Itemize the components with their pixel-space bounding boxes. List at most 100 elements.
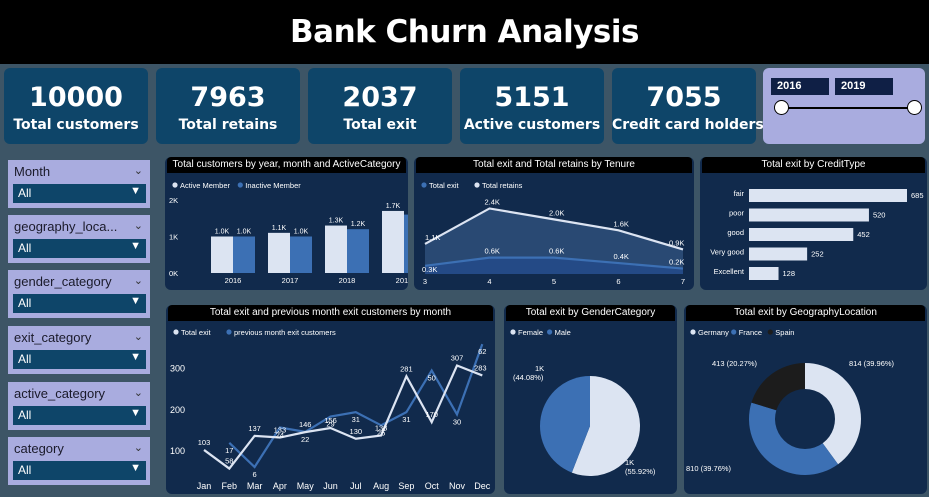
- pie-slice: [571, 376, 640, 476]
- bar-value-label: 1.1K: [272, 225, 287, 232]
- filter-dropdown[interactable]: All ▼: [13, 239, 146, 258]
- bar: [749, 247, 808, 261]
- donut-slice: [805, 363, 861, 465]
- legend-marker: [731, 329, 737, 335]
- filter-value: All: [18, 352, 32, 366]
- legend-marker: [510, 329, 516, 335]
- x-tick-label: 2017: [282, 276, 299, 285]
- legend-marker: [173, 329, 179, 335]
- previous-month-exit-line: [228, 343, 484, 469]
- bar-value-label: 1.0K: [294, 229, 309, 236]
- bar-value-label: 1.3K: [329, 218, 344, 225]
- france-slice-label: 810 (39.76%): [686, 464, 732, 473]
- bar: [404, 214, 408, 273]
- dropdown-arrow-icon[interactable]: ▼: [130, 295, 141, 307]
- year-slider-track[interactable]: [781, 107, 914, 109]
- chevron-down-icon[interactable]: ⌄: [133, 331, 143, 343]
- dropdown-arrow-icon[interactable]: ▼: [130, 407, 141, 419]
- year-slider-end-handle[interactable]: [907, 100, 922, 115]
- kpi-label: Total customers: [13, 117, 139, 133]
- bar: [325, 225, 347, 273]
- germany-slice-label: 814 (39.96%): [849, 359, 895, 368]
- legend-marker: [547, 329, 553, 335]
- year-slider-start-handle[interactable]: [774, 100, 789, 115]
- kpi-total-exit: 2037 Total exit: [308, 68, 452, 144]
- x-tick-label: Aug: [373, 481, 389, 491]
- retains-value-label: 0.9K: [669, 238, 684, 247]
- x-tick-label: Oct: [425, 481, 440, 491]
- total-exit-value-label: 130: [350, 427, 363, 436]
- chart-title: Total customers by year, month and Activ…: [167, 157, 406, 173]
- filter-exit-category: exit_category ⌄ All ▼: [8, 326, 150, 374]
- bar: [290, 236, 312, 273]
- chevron-down-icon[interactable]: ⌄: [133, 275, 143, 287]
- chart-card-credit-type: Total exit by CreditType fair 685 poor 520 g…: [700, 157, 927, 290]
- x-tick-label: Feb: [222, 481, 238, 491]
- kpi-value: 7055: [646, 82, 722, 113]
- filter-dropdown[interactable]: All ▼: [13, 350, 146, 369]
- kpi-value: 5151: [494, 82, 570, 113]
- legend-label: France: [739, 328, 762, 337]
- chart-card-customers-by-year: Total customers by year, month and Activ…: [165, 157, 408, 290]
- filter-dropdown[interactable]: All ▼: [13, 294, 146, 313]
- exit-value-label: 0.6K: [549, 247, 564, 256]
- dropdown-arrow-icon[interactable]: ▼: [130, 185, 141, 197]
- kpi-label: Total exit: [343, 117, 417, 133]
- kpi-label: Total retains: [178, 117, 278, 133]
- y-tick-label: 0K: [169, 269, 178, 278]
- male-slice-pct: (44.08%): [513, 373, 544, 382]
- kpi-label: Active customers: [463, 117, 601, 133]
- kpi-credit-card-holders: 7055 Credit card holders: [612, 68, 764, 144]
- total-exit-value-label: 137: [248, 424, 261, 433]
- legend-label: Male: [555, 328, 571, 337]
- filter-dropdown[interactable]: All ▼: [13, 406, 146, 425]
- pie-slice: [540, 376, 590, 473]
- filter-gender: gender_category ⌄ All ▼: [8, 270, 150, 318]
- male-slice-label: 1K: [535, 364, 544, 373]
- chart-card-tenure: Total exit and Total retains by Tenure T…: [414, 157, 694, 290]
- exit-value-label: 0.3K: [422, 265, 437, 274]
- previous-exit-value-label: 6: [253, 470, 257, 479]
- x-tick-label: Jan: [197, 481, 212, 491]
- bar-value-label: 1.2K: [351, 221, 366, 228]
- year-end-input[interactable]: 2019: [835, 78, 893, 95]
- total-exit-value-label: 156: [324, 416, 337, 425]
- chart-title: Total exit by CreditType: [702, 157, 925, 173]
- chevron-down-icon[interactable]: ⌄: [133, 387, 143, 399]
- chevron-down-icon[interactable]: ⌄: [133, 442, 143, 454]
- chart-card-gender: Total exit by GenderCategory Female Male 1…: [504, 305, 677, 494]
- dropdown-arrow-icon[interactable]: ▼: [130, 240, 141, 252]
- chart-title: Total exit and previous month exit custo…: [168, 305, 493, 321]
- previous-exit-value-label: 30: [453, 417, 461, 426]
- x-tick-label: 5: [552, 277, 556, 286]
- chevron-down-icon[interactable]: ⌄: [133, 220, 143, 232]
- donut-slice: [749, 402, 839, 475]
- filter-dropdown[interactable]: All ▼: [13, 461, 146, 480]
- x-tick-label: Apr: [273, 481, 287, 491]
- y-tick-label: 1K: [169, 233, 178, 242]
- legend-label: Inactive Member: [245, 181, 301, 190]
- bar-value-label: 1.0K: [237, 229, 252, 236]
- legend-marker: [226, 329, 232, 335]
- tenure-area-chart: Total exit Total retains 1.1K 2.4K 2.0K 1.6K 0…: [421, 181, 685, 286]
- filter-value: All: [18, 296, 32, 310]
- dropdown-arrow-icon[interactable]: ▼: [130, 351, 141, 363]
- total-exit-value-label: 103: [198, 438, 211, 447]
- previous-exit-value-label: 22: [301, 435, 309, 444]
- bar-value-label: 520: [873, 211, 886, 220]
- chevron-down-icon[interactable]: ⌄: [133, 165, 143, 177]
- bar-value-label: 128: [783, 269, 796, 278]
- x-tick-label: 6: [616, 277, 620, 286]
- legend-marker: [421, 182, 427, 188]
- filter-month: Month ⌄ All ▼: [8, 160, 150, 208]
- page-title: Bank Churn Analysis: [290, 14, 639, 50]
- total-exit-value-label: 58: [225, 457, 233, 466]
- y-tick-label: 100: [170, 446, 185, 456]
- total-exit-value-label: 170: [425, 410, 438, 419]
- filter-dropdown[interactable]: All ▼: [13, 184, 146, 203]
- previous-exit-value-label: 17: [225, 446, 233, 455]
- year-start-input[interactable]: 2016: [771, 78, 829, 95]
- dropdown-arrow-icon[interactable]: ▼: [130, 462, 141, 474]
- total-exit-value-label: 146: [299, 420, 312, 429]
- exit-by-month-line-chart: Total exit previous month exit customers 1…: [170, 328, 491, 491]
